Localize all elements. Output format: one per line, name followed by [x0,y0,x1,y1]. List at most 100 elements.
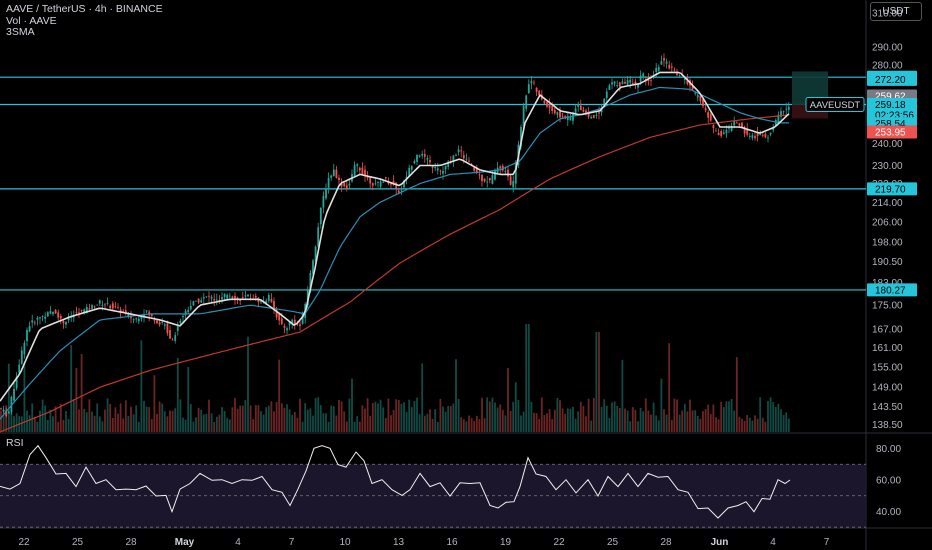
candle-body [5,410,8,416]
candle-body [377,181,379,183]
volume-bar [395,399,398,432]
volume-bar [728,401,730,432]
candle-body [322,195,325,208]
volume-bar [197,407,200,432]
volume-bar [520,415,522,432]
candle-body [353,165,356,176]
candle-body [387,182,390,184]
candle-body [20,350,23,364]
candle-body [429,160,431,163]
candle-body [78,312,80,314]
volume-bar [585,416,587,432]
volume-bar [592,398,595,432]
volume-bar [761,417,764,432]
candle-body [309,272,312,292]
candle-body [44,316,47,319]
candle-body [158,322,161,325]
volume-bar [130,406,132,432]
candle-body [356,164,359,166]
volume-bar [145,406,148,432]
candle-body [767,137,769,139]
volume-bar [574,418,577,432]
volume-bar [577,411,580,432]
candle-body [475,167,478,174]
volume-bar [743,420,746,432]
candle-body [403,180,405,188]
volume-bar [156,413,158,432]
candle-body [28,326,31,332]
x-tick-label: May [175,537,195,548]
volume-bar [213,421,216,432]
volume-bar [31,403,34,432]
candle-body [618,82,621,87]
price-tick-label: 230.00 [872,161,903,172]
volume-bar [694,410,697,432]
price-tick-label: 161.00 [872,343,903,354]
price-tick-label: 206.00 [872,217,903,228]
candle-body [418,155,421,157]
volume-bar [182,417,184,432]
volume-bar [735,357,738,432]
volume-bar [228,419,231,432]
volume-bar [767,401,769,432]
volume-bar [20,416,23,432]
candle-body [460,150,463,152]
volume-bar [117,413,119,432]
candle-body [507,169,509,177]
volume-bar [174,408,177,432]
candle-body [210,296,213,299]
volume-bar [644,398,647,432]
volume-bar [286,404,288,432]
volume-bar [530,401,533,432]
price-tick-label: 175.00 [872,301,903,312]
candle-body [551,105,554,111]
candle-body [592,115,595,118]
candle-body [369,176,372,184]
volume-bar [52,416,54,432]
symbol-title: AAVE / TetherUS · 4h · BINANCE [6,3,163,15]
volume-bar [504,415,507,432]
candle-body [234,295,236,300]
volume-bar [345,421,348,432]
candle-body [748,136,751,137]
candle-body [332,169,335,177]
volume-bar [538,419,541,432]
candle-body [639,75,642,82]
candle-body [631,83,634,84]
volume-bar [423,415,426,432]
volume-bar [444,411,447,432]
volume-indicator-label[interactable]: Vol · AAVE [6,15,57,27]
candle-body [36,317,39,320]
volume-bar [559,400,561,432]
candle-body [787,106,790,110]
volume-bar [756,418,759,432]
candle-body [465,158,468,160]
volume-bar [764,421,767,432]
currency-button[interactable]: USDT [870,2,922,21]
candle-body [13,388,15,401]
candle-body [270,299,273,303]
volume-bar [462,419,465,432]
volume-bar [312,415,314,432]
candle-body [200,300,203,303]
volume-bar [439,398,442,432]
candle-body [93,306,96,308]
volume-bar [358,421,361,432]
volume-bar [696,415,699,432]
volume-bar [457,398,460,432]
volume-bar [104,409,106,432]
sma-indicator-label[interactable]: 3SMA [6,26,35,38]
candle-body [410,166,413,170]
volume-bar [13,416,15,432]
volume-bar [382,407,385,432]
volume-bar [405,411,408,432]
volume-bar [65,411,67,432]
rsi-tick-label: 60.00 [876,476,901,487]
volume-bar [631,407,634,432]
volume-bar [33,416,36,432]
candle-body [254,296,257,298]
volume-bar [208,399,210,432]
volume-bar [184,419,187,432]
candle-body [130,316,132,319]
